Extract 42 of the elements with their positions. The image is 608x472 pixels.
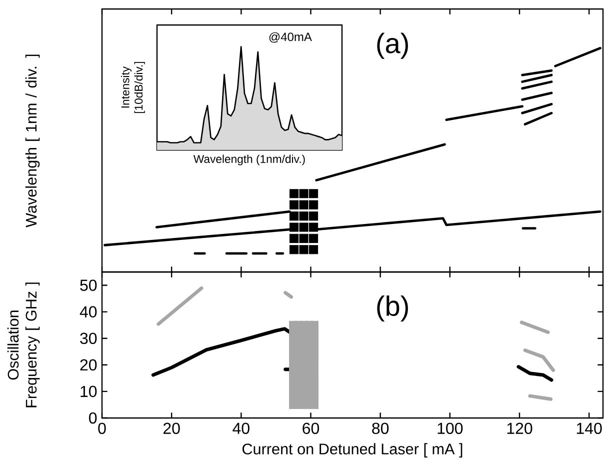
x-tick-label: 100 xyxy=(438,422,463,434)
x-axis-title: Current on Detuned Laser [ mA ] xyxy=(242,443,462,458)
x-tick-label: 60 xyxy=(302,422,320,434)
y-tick-label: 10 xyxy=(80,386,97,398)
text: @40mA xyxy=(269,32,312,43)
x-tick-label: 0 xyxy=(98,422,106,434)
y-tick-label: 50 xyxy=(80,280,97,291)
annotation: (a) xyxy=(377,32,408,59)
point xyxy=(290,189,299,198)
point xyxy=(299,234,308,243)
point xyxy=(299,200,308,210)
point xyxy=(290,211,299,221)
point xyxy=(308,222,318,232)
y-axis-title: Intensity [10dB/div.] xyxy=(120,62,145,114)
x-tick-label: 120 xyxy=(507,422,532,434)
point xyxy=(299,211,308,221)
point xyxy=(299,222,308,232)
y-tick-label: 0 xyxy=(89,412,97,424)
x-tick-label: 20 xyxy=(163,422,180,434)
point xyxy=(290,222,299,232)
point xyxy=(310,320,318,330)
x-tick-label: 40 xyxy=(232,422,250,434)
annotation: (b) xyxy=(377,295,408,322)
x-axis-title: Wavelength (1nm/div.) xyxy=(193,154,305,166)
y-axis-title: Wavelength [ 1nm / div. ] xyxy=(25,54,40,228)
y-tick-label: 20 xyxy=(80,359,97,371)
x-tick-label: 140 xyxy=(576,422,602,434)
x-tick-label: 80 xyxy=(372,422,389,434)
y-tick-label: 30 xyxy=(80,332,97,344)
point xyxy=(290,200,299,210)
point xyxy=(308,189,318,198)
point xyxy=(308,211,318,221)
line-series xyxy=(516,365,554,382)
point xyxy=(299,245,308,254)
y-tick-label: 40 xyxy=(80,306,97,318)
point xyxy=(308,245,318,254)
point xyxy=(299,189,308,198)
point xyxy=(308,200,318,210)
y-axis-title: Oscillation Frequency [ GHz ] xyxy=(7,282,40,408)
point xyxy=(290,234,299,243)
point xyxy=(290,245,299,254)
point xyxy=(308,234,318,243)
